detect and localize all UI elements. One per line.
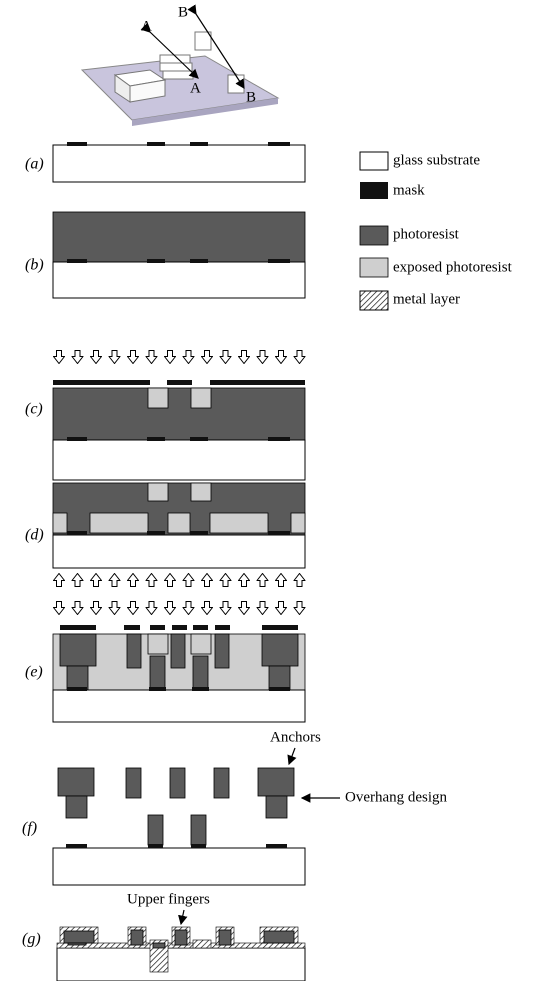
isometric-view: A A B B	[82, 4, 278, 126]
uv-arrow	[54, 574, 65, 587]
uv-arrow	[128, 351, 139, 364]
uv-arrow	[202, 574, 213, 587]
uv-arrow	[165, 351, 176, 364]
uv-arrow	[276, 602, 287, 615]
uv-arrow	[257, 574, 268, 587]
uv-arrow	[109, 574, 120, 587]
uv-arrow	[183, 351, 194, 364]
step-label: (b)	[25, 257, 44, 274]
legend-label: exposed photoresist	[393, 259, 513, 275]
uv-arrow	[220, 602, 231, 615]
uv-arrow	[146, 602, 157, 615]
step-label: (c)	[25, 401, 43, 418]
uv-arrow	[183, 574, 194, 587]
uv-arrow	[54, 351, 65, 364]
uv-arrow	[220, 351, 231, 364]
uv-arrow	[128, 602, 139, 615]
uv-arrow	[146, 351, 157, 364]
uv-arrow	[72, 602, 83, 615]
uv-arrow	[91, 351, 102, 364]
uv-arrow	[294, 574, 305, 587]
uv-arrow	[91, 574, 102, 587]
uv-arrow	[294, 602, 305, 615]
step-label: (f)	[22, 820, 37, 837]
uv-arrow	[165, 602, 176, 615]
uv-arrow	[257, 602, 268, 615]
uv-arrow	[54, 602, 65, 615]
step-label: (d)	[25, 527, 44, 544]
axis-label: A	[141, 18, 152, 34]
uv-arrow	[276, 574, 287, 587]
legend-label: metal layer	[393, 291, 460, 307]
step-label: (e)	[25, 664, 43, 681]
uv-arrow	[202, 602, 213, 615]
uv-arrow	[72, 351, 83, 364]
step-f: Anchors Overhang design	[53, 729, 448, 885]
uv-arrow	[276, 351, 287, 364]
axis-label: B	[178, 4, 188, 20]
uv-arrow	[128, 574, 139, 587]
legend: glass substrate mask photoresist exposed…	[360, 152, 513, 310]
axis-label: A	[190, 80, 201, 96]
uv-arrow	[183, 602, 194, 615]
annotation: Overhang design	[345, 789, 448, 805]
uv-arrow	[239, 602, 250, 615]
uv-arrow	[294, 351, 305, 364]
legend-label: glass substrate	[393, 152, 480, 168]
step-c	[53, 380, 305, 480]
uv-arrow	[91, 602, 102, 615]
step-e	[53, 625, 305, 722]
uv-arrow	[109, 602, 120, 615]
uv-arrow	[239, 574, 250, 587]
uv-arrow	[146, 574, 157, 587]
legend-label: photoresist	[393, 226, 460, 242]
step-label: (a)	[25, 156, 44, 173]
annotation: Upper fingers	[127, 891, 210, 907]
step-d	[53, 483, 305, 568]
step-label: (g)	[22, 931, 41, 948]
uv-arrow	[257, 351, 268, 364]
uv-arrow	[165, 574, 176, 587]
step-g: Upper fingers	[57, 891, 305, 981]
uv-arrow	[109, 351, 120, 364]
annotation: Anchors	[270, 729, 321, 745]
uv-arrow	[220, 574, 231, 587]
uv-arrow	[239, 351, 250, 364]
axis-label: B	[246, 89, 256, 105]
uv-arrow	[72, 574, 83, 587]
legend-label: mask	[393, 182, 425, 198]
uv-arrow	[202, 351, 213, 364]
step-b	[53, 212, 305, 298]
step-a	[53, 142, 305, 182]
process-diagram: A A B B (a) (b) (c) (d) (e) (f) (g) glas…	[0, 0, 555, 981]
